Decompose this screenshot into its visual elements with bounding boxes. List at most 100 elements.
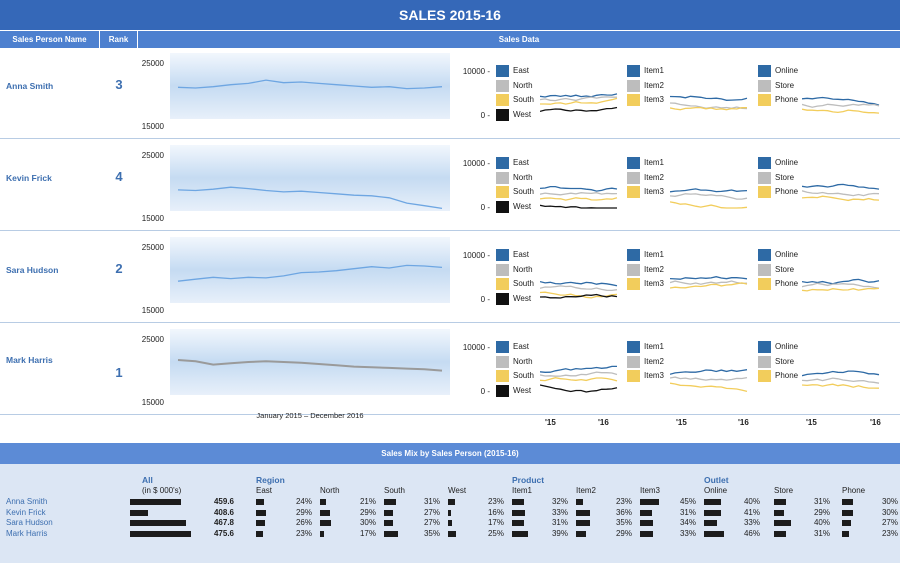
legend-swatch	[627, 157, 640, 169]
mini-series-east	[540, 365, 617, 373]
trend-line	[177, 186, 443, 210]
axis-label-top: 10000 -	[462, 343, 490, 352]
pct-value: 35%	[615, 518, 632, 527]
pct-bar	[320, 530, 324, 537]
mini-series-phone	[802, 383, 880, 389]
pct-bar	[320, 509, 331, 516]
sales-trend-chart	[170, 237, 450, 303]
pct-value: 23%	[295, 528, 312, 538]
legend-swatch	[496, 355, 509, 368]
y-axis-min: 15000	[141, 398, 164, 407]
outlet-mini-chart	[802, 96, 880, 114]
legend-swatch	[627, 341, 640, 353]
column-header: Phone	[842, 486, 866, 495]
legend-label: South	[513, 279, 534, 288]
pct-value: 29%	[295, 507, 312, 517]
legend-label: Item2	[644, 356, 665, 366]
pct-bar	[512, 509, 525, 516]
legend-swatch	[496, 186, 509, 198]
pct-bar	[512, 530, 528, 537]
pct-bar	[448, 520, 452, 526]
y-axis-max: 25000	[141, 243, 164, 252]
mini-series-south	[540, 97, 618, 105]
legend-label: Store	[775, 172, 795, 182]
outlet-mini-chart	[802, 370, 880, 389]
mini-series-west	[540, 293, 618, 299]
column-header: South	[384, 486, 405, 495]
pct-bar	[448, 509, 452, 516]
pct-bar	[576, 520, 590, 526]
total-value: 475.6	[213, 528, 234, 538]
pct-value: 27%	[423, 507, 440, 517]
product-mini-chart	[670, 95, 748, 111]
legend-label: Item2	[644, 172, 665, 182]
axis-label-bottom: 0 -	[480, 295, 490, 304]
pct-value: 31%	[813, 497, 830, 506]
mini-series-online	[802, 278, 880, 285]
y-axis-min: 15000	[141, 122, 164, 131]
legend-swatch	[758, 94, 771, 106]
mini-series-item1	[670, 95, 748, 101]
mini-series-item2	[670, 376, 748, 381]
pct-bar	[704, 509, 722, 516]
mini-series-online	[802, 370, 880, 377]
mix-person-name: Sara Hudson	[6, 518, 53, 527]
sales-row: Kevin Frick 4 25000 15000 East North South West…	[0, 141, 900, 231]
legend-swatch	[758, 249, 771, 261]
pct-bar	[384, 499, 396, 505]
y-axis-min: 15000	[141, 306, 164, 315]
legend-swatch	[758, 65, 771, 77]
pct-value: 40%	[743, 497, 760, 506]
column-header: North	[320, 486, 340, 495]
column-header: Store	[774, 486, 794, 495]
y-axis-max: 25000	[141, 151, 164, 160]
rank-value: 3	[115, 77, 123, 92]
sales-person-name: Anna Smith	[6, 81, 54, 91]
rank-value: 2	[115, 261, 123, 276]
table-header: Sales Person Name Rank Sales Data	[0, 31, 900, 48]
pct-bar	[640, 499, 660, 505]
pct-value: 45%	[679, 497, 696, 506]
year-label-product-start: '15	[676, 418, 687, 427]
sales-mix-table: All (in $ 000's) Region Product Outlet East No…	[0, 464, 900, 563]
legend-swatch	[496, 370, 509, 382]
mini-series-item3	[670, 106, 748, 111]
mini-series-west	[540, 384, 618, 393]
legend-swatch	[496, 384, 509, 397]
pct-value: 32%	[551, 497, 568, 506]
rank-value: 4	[115, 169, 123, 184]
year-label-product-end: '16	[738, 418, 749, 427]
pct-value: 29%	[615, 528, 632, 538]
axis-label-bottom: 0 -	[480, 111, 490, 120]
legend-swatch	[496, 278, 509, 290]
pct-bar	[384, 530, 398, 537]
mini-series-store	[802, 377, 880, 384]
mini-series-phone	[802, 108, 880, 114]
pct-value: 27%	[881, 518, 898, 527]
pct-value: 46%	[743, 528, 760, 538]
legend-label: North	[513, 264, 533, 274]
section-all: All	[142, 475, 153, 485]
mini-series-west	[540, 106, 618, 113]
mix-person-name: Anna Smith	[6, 497, 48, 506]
legend-swatch	[496, 65, 509, 77]
legend-swatch	[496, 94, 509, 106]
legend-label: Item3	[644, 371, 665, 380]
mini-series-east	[540, 280, 618, 287]
total-bar	[130, 530, 192, 537]
pct-bar	[576, 530, 587, 537]
total-value: 408.6	[213, 507, 234, 517]
header-rank: Rank	[100, 31, 137, 48]
product-mini-chart	[670, 188, 748, 209]
legend-label: Item3	[644, 187, 665, 196]
legend-label: Store	[775, 356, 795, 366]
legend-label: South	[513, 371, 534, 380]
legend-label: North	[513, 172, 533, 182]
mix-person-name: Mark Harris	[6, 528, 48, 538]
mix-person-name: Kevin Frick	[6, 507, 46, 517]
region-mini-chart	[540, 185, 618, 209]
y-axis-max: 25000	[141, 59, 164, 68]
total-bar	[130, 499, 181, 505]
section-all-units: (in $ 000's)	[142, 486, 182, 495]
column-header: Item1	[512, 486, 533, 495]
